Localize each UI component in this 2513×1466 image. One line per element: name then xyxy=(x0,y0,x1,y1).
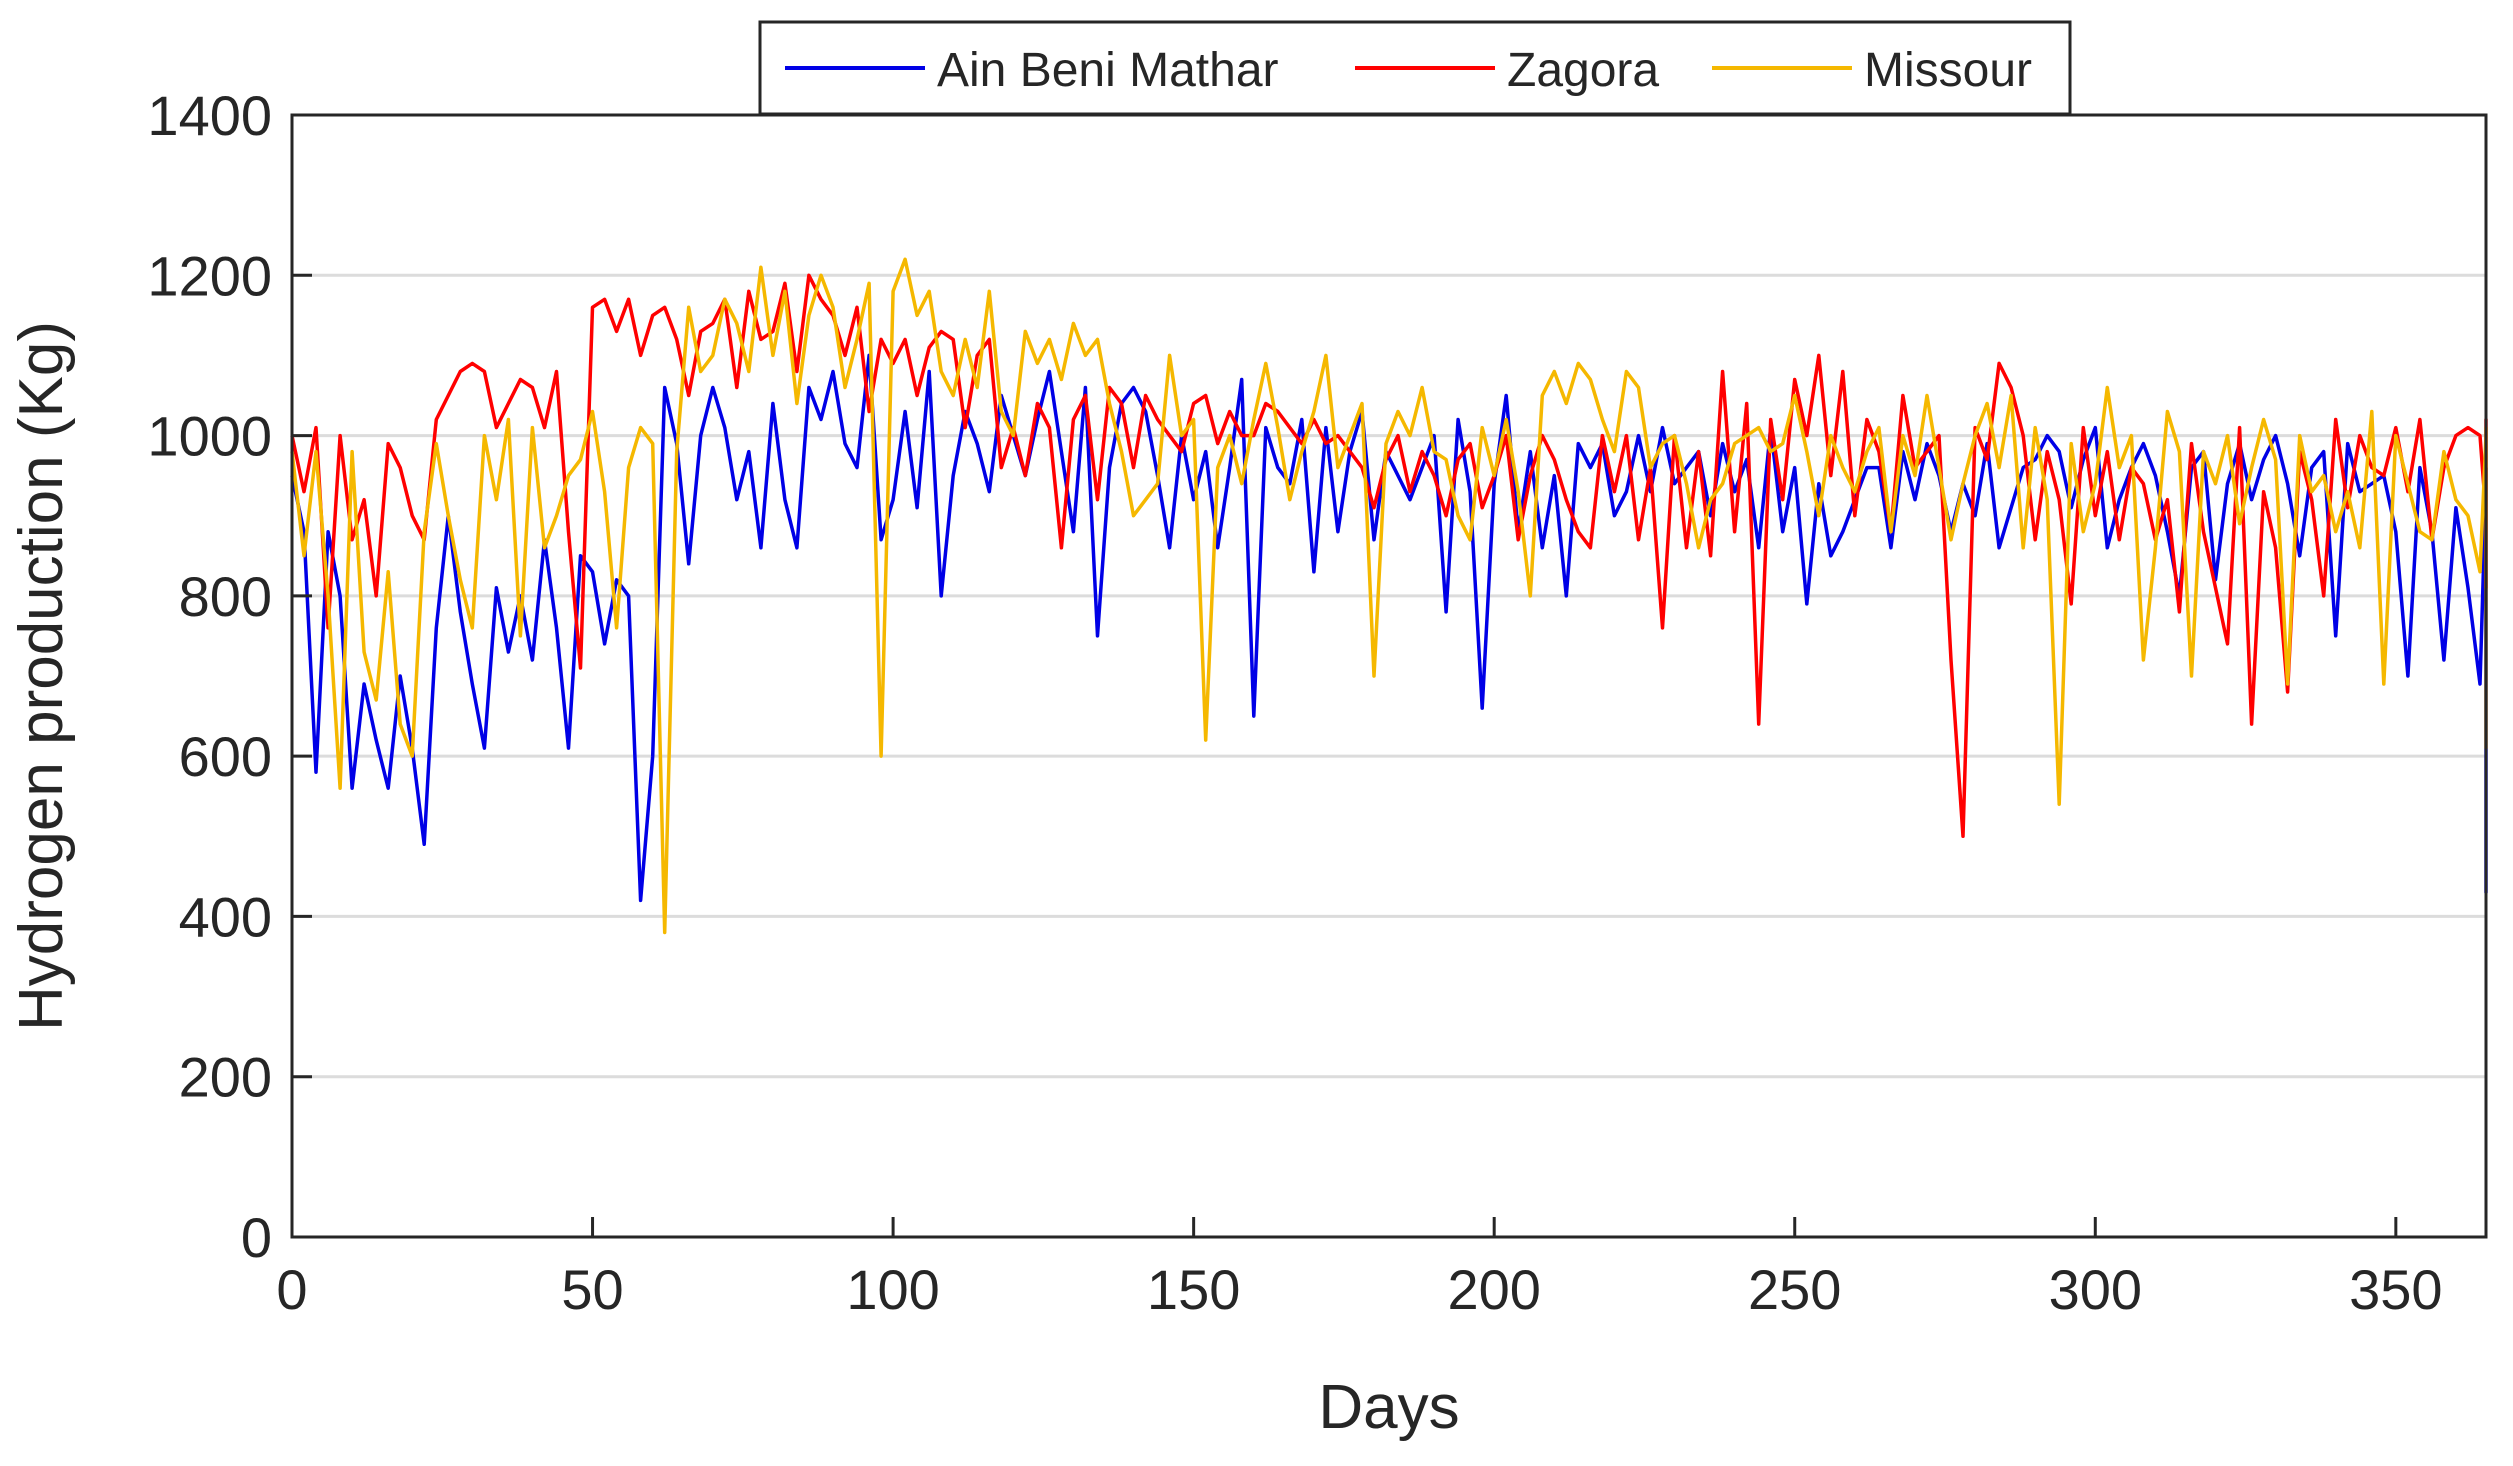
y-tick-label: 600 xyxy=(179,725,272,788)
y-tick-label: 1400 xyxy=(147,84,272,147)
x-tick-label: 350 xyxy=(2349,1258,2442,1321)
y-tick-label: 1200 xyxy=(147,244,272,307)
x-tick-label: 150 xyxy=(1147,1258,1240,1321)
y-tick-label: 800 xyxy=(179,565,272,628)
legend-label-missour: Missour xyxy=(1864,44,2032,97)
legend-label-ain-beni-mathar: Ain Beni Mathar xyxy=(937,44,1279,97)
x-tick-label: 200 xyxy=(1447,1258,1540,1321)
x-tick-label: 100 xyxy=(846,1258,939,1321)
y-tick-label: 0 xyxy=(241,1206,272,1269)
y-axis: 0 200 400 600 800 1000 1200 1400 xyxy=(147,84,312,1269)
x-tick-label: 0 xyxy=(276,1258,307,1321)
y-axis-label: Hydrogen production (Kg) xyxy=(7,321,76,1031)
y-tick-label: 400 xyxy=(179,885,272,948)
series-line-zagora xyxy=(290,273,2488,839)
x-tick-label: 50 xyxy=(561,1258,623,1321)
x-tick-label: 250 xyxy=(1748,1258,1841,1321)
legend-label-zagora: Zagora xyxy=(1507,44,1659,97)
x-axis: 0 50 100 150 200 250 300 350 xyxy=(276,1217,2443,1321)
legend: Ain Beni Mathar Zagora Missour xyxy=(758,20,2072,116)
x-tick-label: 300 xyxy=(2049,1258,2142,1321)
plot-background xyxy=(292,115,2486,1237)
y-tick-label: 1000 xyxy=(147,405,272,468)
y-tick-label: 200 xyxy=(179,1046,272,1109)
x-axis-label: Days xyxy=(1318,1373,1459,1442)
